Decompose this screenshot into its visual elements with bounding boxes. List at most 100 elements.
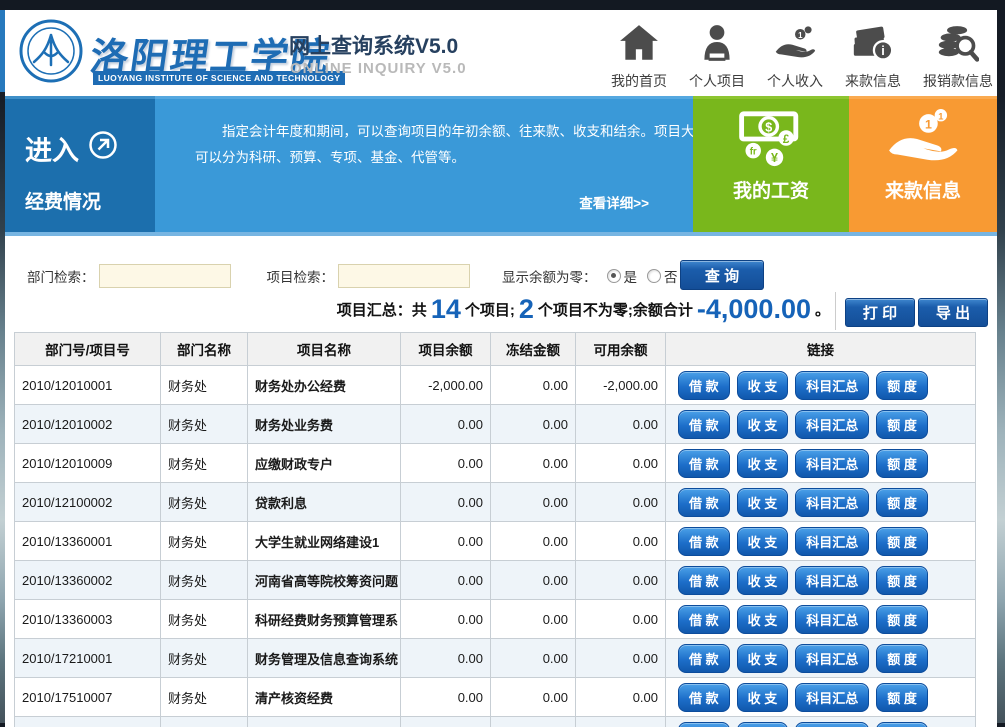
loan-button[interactable]: 借 款 [678,566,730,595]
quota-button[interactable]: 额 度 [876,722,928,727]
radio-yes-label: 是 [624,266,638,286]
loan-button[interactable]: 借 款 [678,410,730,439]
loan-button[interactable]: 借 款 [678,527,730,556]
nav-item-projects[interactable]: 个人项目 [689,23,745,91]
subject-summary-button[interactable]: 科目汇总 [795,722,869,727]
income-expense-button[interactable]: 收 支 [737,566,789,595]
person-icon [696,23,738,68]
summary-prefix: 项目汇总：共 [337,299,427,320]
table-row: 2010/13360001 财务处 大学生就业网络建设1 0.00 0.00 0… [15,522,976,561]
loan-button[interactable]: 借 款 [678,371,730,400]
left-accent-strip [0,10,5,92]
radio-yes[interactable] [607,269,621,283]
money-currency-icon: $ £ fr ¥ [730,109,811,169]
window-top-bar [0,0,1005,10]
hand-coins-icon: 1 1 [885,109,962,169]
table-row: 2010/12100002 财务处 贷款利息 0.00 0.00 0.00 借 … [15,483,976,522]
tile-incoming-funds[interactable]: 1 1 来款信息 [849,96,997,232]
nav-item-income[interactable]: 1 个人收入 [767,23,823,91]
summary-mid1: 个项目; [465,299,515,320]
quota-button[interactable]: 额 度 [876,449,928,478]
quota-button[interactable]: 额 度 [876,566,928,595]
system-title: 网上查询系统V5.0 [289,30,458,60]
svg-text:¥: ¥ [771,151,778,165]
radio-no-label: 否 [664,266,678,286]
col-header-name: 项目名称 [248,333,401,366]
income-expense-button[interactable]: 收 支 [737,488,789,517]
proj-search-input[interactable] [338,264,470,288]
tile-incoming-funds-label: 来款信息 [849,176,997,203]
print-button[interactable]: 打 印 [845,298,915,327]
summary-divider [835,292,836,330]
col-header-links: 链接 [666,333,976,366]
view-detail-link[interactable]: 查看详细>> [579,192,649,212]
tile-my-salary-label: 我的工资 [693,176,849,203]
summary-line: 项目汇总：共 14 个项目; 2 个项目不为零;余额合计 -4,000.00 。 [337,294,830,325]
nav-item-reimbursement[interactable]: 报销款信息 [923,23,993,91]
subject-summary-button[interactable]: 科目汇总 [795,527,869,556]
nav-item-incoming-funds[interactable]: i 来款信息 [845,23,901,91]
coins-search-icon [937,23,979,68]
subject-summary-button[interactable]: 科目汇总 [795,683,869,712]
quota-button[interactable]: 额 度 [876,410,928,439]
subject-summary-button[interactable]: 科目汇总 [795,488,869,517]
quota-button[interactable]: 额 度 [876,683,928,712]
tile-my-salary[interactable]: $ £ fr ¥ 我的工资 [693,96,849,232]
income-expense-button[interactable]: 收 支 [737,449,789,478]
enter-sub-label: 经费情况 [25,187,101,214]
svg-text:i: i [881,43,885,58]
income-expense-button[interactable]: 收 支 [737,371,789,400]
col-header-frozen: 冻结金额 [491,333,576,366]
arrow-circle-icon [88,130,118,167]
loan-button[interactable]: 借 款 [678,449,730,478]
dept-search-input[interactable] [99,264,231,288]
radio-no[interactable] [647,269,661,283]
svg-text:1: 1 [938,111,943,121]
banner-description: 指定会计年度和期间，可以查询项目的年初余额、往来款、收支和结余。项目大类 可以分… [195,119,660,172]
export-button[interactable]: 导 出 [918,298,988,327]
filter-bar: 部门检索： 项目检索： 显示余额为零： 是 否 [27,262,678,290]
svg-text:1: 1 [798,31,803,40]
income-expense-button[interactable]: 收 支 [737,722,789,727]
quota-button[interactable]: 额 度 [876,605,928,634]
subject-summary-button[interactable]: 科目汇总 [795,644,869,673]
system-subtitle: ONLINE INQUIRY V5.0 [290,60,467,77]
subject-summary-button[interactable]: 科目汇总 [795,371,869,400]
table-row: 2010/12010001 财务处 财务处办公经费 -2,000.00 0.00… [15,366,976,405]
income-expense-button[interactable]: 收 支 [737,410,789,439]
income-expense-button[interactable]: 收 支 [737,605,789,634]
quota-button[interactable]: 额 度 [876,488,928,517]
income-expense-button[interactable]: 收 支 [737,683,789,712]
subject-summary-button[interactable]: 科目汇总 [795,566,869,595]
svg-text:fr: fr [750,146,757,157]
svg-text:1: 1 [925,118,932,132]
query-button[interactable]: 查 询 [680,260,764,290]
nav-item-home[interactable]: 我的首页 [611,23,667,91]
income-expense-button[interactable]: 收 支 [737,644,789,673]
quota-button[interactable]: 额 度 [876,371,928,400]
loan-button[interactable]: 借 款 [678,644,730,673]
subject-summary-button[interactable]: 科目汇总 [795,449,869,478]
table-row: 2010/17510009 财务处 融资业务费 0.00 0.00 0.00 借… [15,717,976,727]
table-row: 2010/17510007 财务处 清产核资经费 0.00 0.00 0.00 … [15,678,976,717]
total-project-count: 14 [431,294,461,325]
main-nav: 我的首页 个人项目 1 个人收入 [611,23,993,91]
svg-text:£: £ [783,133,790,146]
quota-button[interactable]: 额 度 [876,644,928,673]
loan-button[interactable]: 借 款 [678,488,730,517]
page: 洛阳理工学院 LUOYANG INSTITUTE OF SCIENCE AND … [5,10,997,723]
col-header-dept: 部门名称 [161,333,248,366]
svg-text:$: $ [766,120,773,134]
quota-button[interactable]: 额 度 [876,527,928,556]
enter-funds-button[interactable]: 进入 经费情况 [5,96,155,232]
loan-button[interactable]: 借 款 [678,722,730,727]
subject-summary-button[interactable]: 科目汇总 [795,605,869,634]
table-row: 2010/17210001 财务处 财务管理及信息查询系统 0.00 0.00 … [15,639,976,678]
nonzero-project-count: 2 [519,294,534,325]
subject-summary-button[interactable]: 科目汇总 [795,410,869,439]
income-expense-button[interactable]: 收 支 [737,527,789,556]
loan-button[interactable]: 借 款 [678,605,730,634]
loan-button[interactable]: 借 款 [678,683,730,712]
total-balance: -4,000.00 [697,294,811,325]
table-header-row: 部门号/项目号 部门名称 项目名称 项目余额 冻结金额 可用余额 链接 [15,333,976,366]
